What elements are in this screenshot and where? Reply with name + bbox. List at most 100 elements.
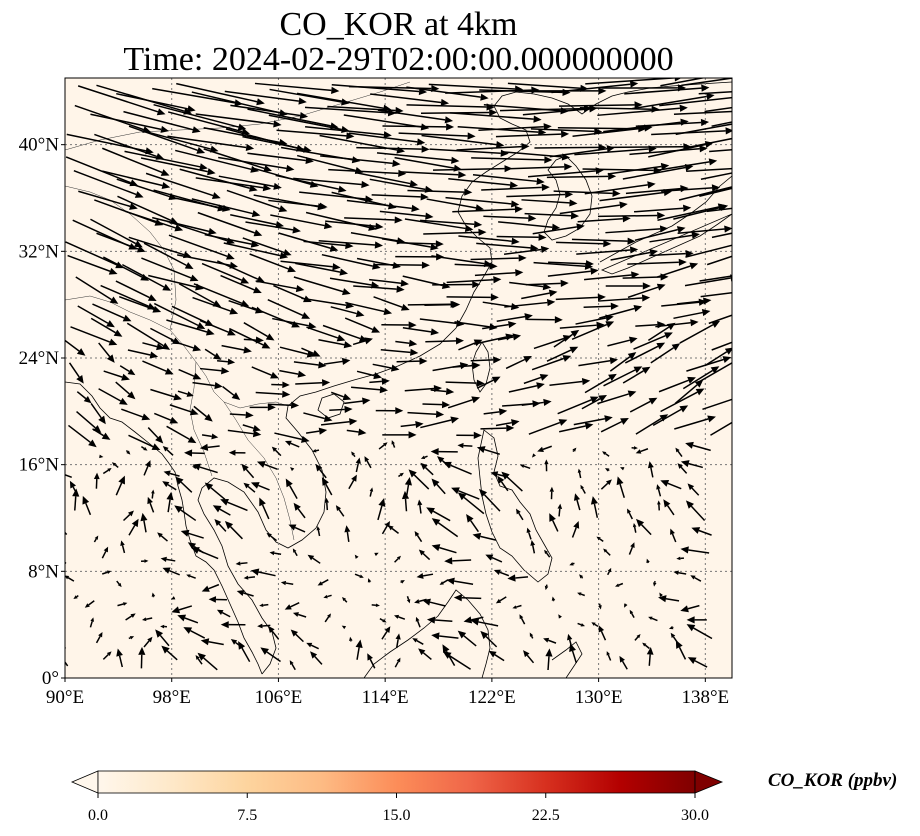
wind-vector-head xyxy=(450,416,460,424)
wind-vector-shaft xyxy=(197,658,203,665)
wind-vector-80 xyxy=(151,592,156,598)
wind-vector-shaft xyxy=(667,482,682,490)
wind-vector-head xyxy=(440,98,450,107)
wind-vector-shaft xyxy=(178,605,193,611)
wind-vector-shaft xyxy=(710,421,732,436)
wind-vector-head xyxy=(430,243,439,251)
wind-vector-shaft xyxy=(273,284,305,300)
wind-vector-shaft xyxy=(242,424,254,429)
wind-vector-544 xyxy=(72,219,138,250)
wind-vector-head xyxy=(545,648,553,657)
wind-vector-shaft xyxy=(500,481,509,492)
wind-vector-288 xyxy=(166,425,197,444)
wind-vector-shaft xyxy=(118,655,124,668)
wind-vector-621 xyxy=(700,172,732,180)
wind-vector-head xyxy=(658,595,667,603)
wind-vector-423 xyxy=(306,326,346,342)
wind-vector-head xyxy=(543,123,552,131)
wind-vector-375 xyxy=(396,357,428,365)
wind-vector-head xyxy=(648,397,658,405)
wind-vector-677 xyxy=(153,103,247,131)
wind-vector-head xyxy=(493,356,502,364)
wind-vector-479 xyxy=(402,275,451,289)
wind-vector-head xyxy=(323,594,328,599)
wind-vector-270 xyxy=(378,442,388,450)
wind-vector-head xyxy=(184,262,194,270)
wind-vector-head xyxy=(212,505,222,513)
wind-vector-408 xyxy=(571,321,615,341)
wind-vector-50 xyxy=(670,632,679,644)
y-axis-ticks: 0°8°N16°N24°N32°N40°N xyxy=(19,135,65,689)
wind-vector-shaft xyxy=(285,582,294,585)
wind-vector-shaft xyxy=(74,496,77,511)
wind-vector-620 xyxy=(686,167,732,172)
wind-vector-head xyxy=(364,337,373,345)
wind-vector-215 xyxy=(285,478,298,499)
wind-vector-shaft xyxy=(166,425,190,440)
wind-vector-366 xyxy=(178,368,202,380)
wind-vector-706 xyxy=(224,90,307,105)
wind-vector-shaft xyxy=(660,78,707,87)
wind-vector-head xyxy=(161,182,171,190)
wind-vector-shaft xyxy=(319,469,327,479)
wind-vector-253 xyxy=(604,468,610,472)
wind-vector-head xyxy=(164,367,174,375)
wind-vector-head xyxy=(740,271,748,278)
wind-vector-45 xyxy=(543,637,557,644)
wind-vector-head xyxy=(442,644,450,654)
wind-vector-shaft xyxy=(374,263,422,266)
wind-vector-531 xyxy=(396,240,444,248)
wind-vector-365 xyxy=(142,360,174,375)
wind-vector-shaft xyxy=(525,282,561,286)
wind-vector-452 xyxy=(373,296,410,311)
wind-vector-541 xyxy=(649,231,700,243)
wind-vector-head xyxy=(374,241,383,249)
wind-vector-head xyxy=(641,294,651,302)
wind-vector-308 xyxy=(674,415,716,430)
wind-vector-head xyxy=(129,202,138,210)
wind-vector-head xyxy=(400,580,405,584)
wind-vector-shaft xyxy=(422,403,443,406)
wind-vector-515 xyxy=(649,250,694,258)
wind-vector-shaft xyxy=(439,635,459,639)
wind-vector-head xyxy=(208,596,217,603)
wind-vector-264 xyxy=(199,443,220,451)
wind-vector-shaft xyxy=(557,399,592,415)
colorbar-ticks: 0.0 7.5 15.0 22.5 30.0 xyxy=(88,793,709,824)
wind-vector-shaft xyxy=(119,365,130,373)
wind-vector-head xyxy=(577,592,582,596)
wind-vector-head xyxy=(270,371,279,379)
x-tick-label: 130°E xyxy=(575,687,623,708)
wind-vector-head xyxy=(187,105,196,113)
wind-vector-shaft xyxy=(168,234,228,257)
wind-vector-head xyxy=(278,109,288,117)
wind-vector-head xyxy=(177,614,187,622)
wind-vector-192 xyxy=(377,498,386,521)
wind-vector-shaft xyxy=(272,317,309,327)
wind-vector-shaft xyxy=(398,616,406,620)
wind-vector-head xyxy=(683,204,692,212)
wind-vector-head xyxy=(501,471,510,480)
wind-vector-head xyxy=(307,554,315,561)
wind-vector-369 xyxy=(251,366,279,379)
wind-vector-head xyxy=(288,524,297,531)
wind-vector-head xyxy=(687,483,695,491)
wind-vector-head xyxy=(421,145,430,153)
wind-vector-shaft xyxy=(572,127,645,137)
wind-vector-545 xyxy=(90,218,143,248)
wind-vector-507 xyxy=(454,262,498,270)
wind-vector-shaft xyxy=(633,526,637,533)
wind-vector-shaft xyxy=(445,381,477,384)
wind-vector-102 xyxy=(680,604,700,613)
wind-vector-head xyxy=(359,574,364,578)
wind-vector-shaft xyxy=(416,620,421,628)
wind-vector-41 xyxy=(431,632,459,640)
wind-vector-head xyxy=(106,320,115,328)
wind-vector-220 xyxy=(408,469,430,490)
wind-vector-head xyxy=(115,261,124,269)
wind-vector-head xyxy=(161,342,171,350)
wind-vector-shaft xyxy=(429,601,446,607)
wind-vector-47 xyxy=(598,625,607,641)
wind-vector-199 xyxy=(557,503,563,517)
wind-vector-shaft xyxy=(70,326,111,343)
